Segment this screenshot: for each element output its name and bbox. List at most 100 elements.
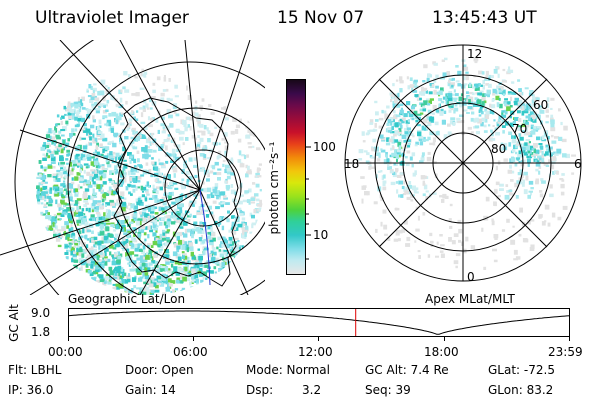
emission-pixel	[180, 280, 183, 284]
emission-pixel	[407, 119, 410, 123]
emission-pixel	[398, 229, 403, 234]
emission-pixel	[86, 254, 91, 259]
emission-pixel	[131, 184, 136, 188]
emission-pixel	[498, 97, 501, 101]
emission-pixel	[150, 142, 154, 145]
emission-pixel	[126, 126, 130, 131]
emission-pixel	[214, 271, 217, 274]
emission-pixel	[70, 224, 73, 229]
emission-pixel	[208, 205, 212, 210]
emission-pixel	[219, 253, 225, 258]
emission-pixel	[245, 134, 250, 138]
emission-pixel	[166, 125, 170, 131]
emission-pixel	[124, 136, 129, 140]
emission-pixel	[511, 135, 514, 139]
emission-pixel	[207, 138, 211, 143]
emission-pixel	[396, 189, 399, 194]
emission-pixel	[83, 130, 87, 133]
emission-pixel	[183, 233, 188, 238]
emission-pixel	[133, 210, 137, 214]
emission-pixel	[65, 109, 70, 112]
emission-pixel	[138, 292, 141, 295]
emission-pixel	[77, 106, 80, 110]
emission-pixel	[111, 111, 117, 117]
emission-pixel	[138, 196, 142, 200]
emission-pixel	[95, 264, 99, 270]
emission-pixel	[420, 103, 425, 108]
emission-pixel	[180, 268, 184, 271]
emission-pixel	[135, 92, 140, 97]
emission-pixel	[503, 142, 508, 147]
emission-pixel	[91, 277, 97, 282]
emission-pixel	[237, 138, 242, 143]
emission-pixel	[227, 171, 231, 175]
emission-pixel	[203, 125, 207, 130]
emission-pixel	[194, 137, 197, 140]
emission-pixel	[146, 107, 150, 110]
emission-pixel	[113, 213, 117, 218]
emission-pixel	[481, 96, 486, 101]
emission-pixel	[454, 93, 459, 97]
emission-pixel	[517, 125, 522, 128]
emission-pixel	[164, 257, 170, 262]
emission-pixel	[415, 121, 419, 125]
emission-pixel	[445, 96, 448, 101]
emission-pixel	[153, 228, 158, 231]
emission-pixel	[501, 119, 505, 124]
emission-pixel	[196, 192, 202, 197]
emission-pixel	[63, 166, 67, 171]
emission-pixel	[397, 238, 401, 242]
emission-pixel	[201, 147, 206, 152]
emission-pixel	[70, 181, 75, 185]
emission-pixel	[454, 103, 458, 107]
emission-pixel	[545, 164, 550, 167]
emission-pixel	[86, 131, 91, 136]
emission-pixel	[410, 199, 414, 202]
emission-pixel	[505, 184, 509, 187]
emission-pixel	[45, 134, 51, 138]
mlt-18: 18	[344, 157, 359, 171]
emission-pixel	[79, 169, 82, 173]
emission-pixel	[80, 266, 83, 271]
emission-pixel	[193, 157, 198, 161]
emission-pixel	[98, 216, 103, 221]
emission-pixel	[230, 172, 235, 176]
emission-pixel	[171, 148, 176, 154]
emission-pixel	[474, 125, 480, 129]
emission-pixel	[503, 158, 508, 162]
emission-pixel	[172, 157, 176, 162]
emission-pixel	[217, 223, 220, 227]
emission-pixel	[535, 97, 540, 100]
emission-pixel	[191, 273, 194, 279]
emission-pixel	[222, 251, 227, 255]
emission-pixel	[141, 68, 144, 72]
emission-pixel	[49, 187, 53, 191]
emission-pixel	[139, 220, 142, 226]
emission-pixel	[83, 169, 86, 174]
emission-pixel	[164, 266, 169, 272]
emission-pixel	[56, 178, 61, 182]
emission-pixel	[40, 211, 44, 215]
emission-pixel	[536, 126, 542, 130]
emission-pixel	[454, 99, 457, 102]
emission-pixel	[407, 139, 411, 143]
emission-pixel	[116, 164, 119, 168]
emission-pixel	[161, 276, 167, 281]
emission-pixel	[78, 257, 84, 262]
emission-pixel	[216, 246, 219, 250]
emission-pixel	[212, 247, 216, 251]
emission-pixel	[439, 250, 444, 253]
emission-pixel	[41, 213, 47, 216]
emission-pixel	[189, 126, 192, 131]
emission-pixel	[108, 178, 112, 181]
emission-pixel	[433, 62, 438, 66]
emission-pixel	[508, 66, 511, 70]
emission-pixel	[494, 188, 498, 194]
emission-pixel	[114, 165, 118, 170]
emission-pixel	[205, 277, 208, 280]
emission-pixel	[413, 85, 419, 88]
emission-pixel	[210, 192, 213, 196]
emission-pixel	[518, 233, 522, 237]
emission-pixel	[126, 124, 130, 128]
emission-pixel	[100, 254, 105, 258]
